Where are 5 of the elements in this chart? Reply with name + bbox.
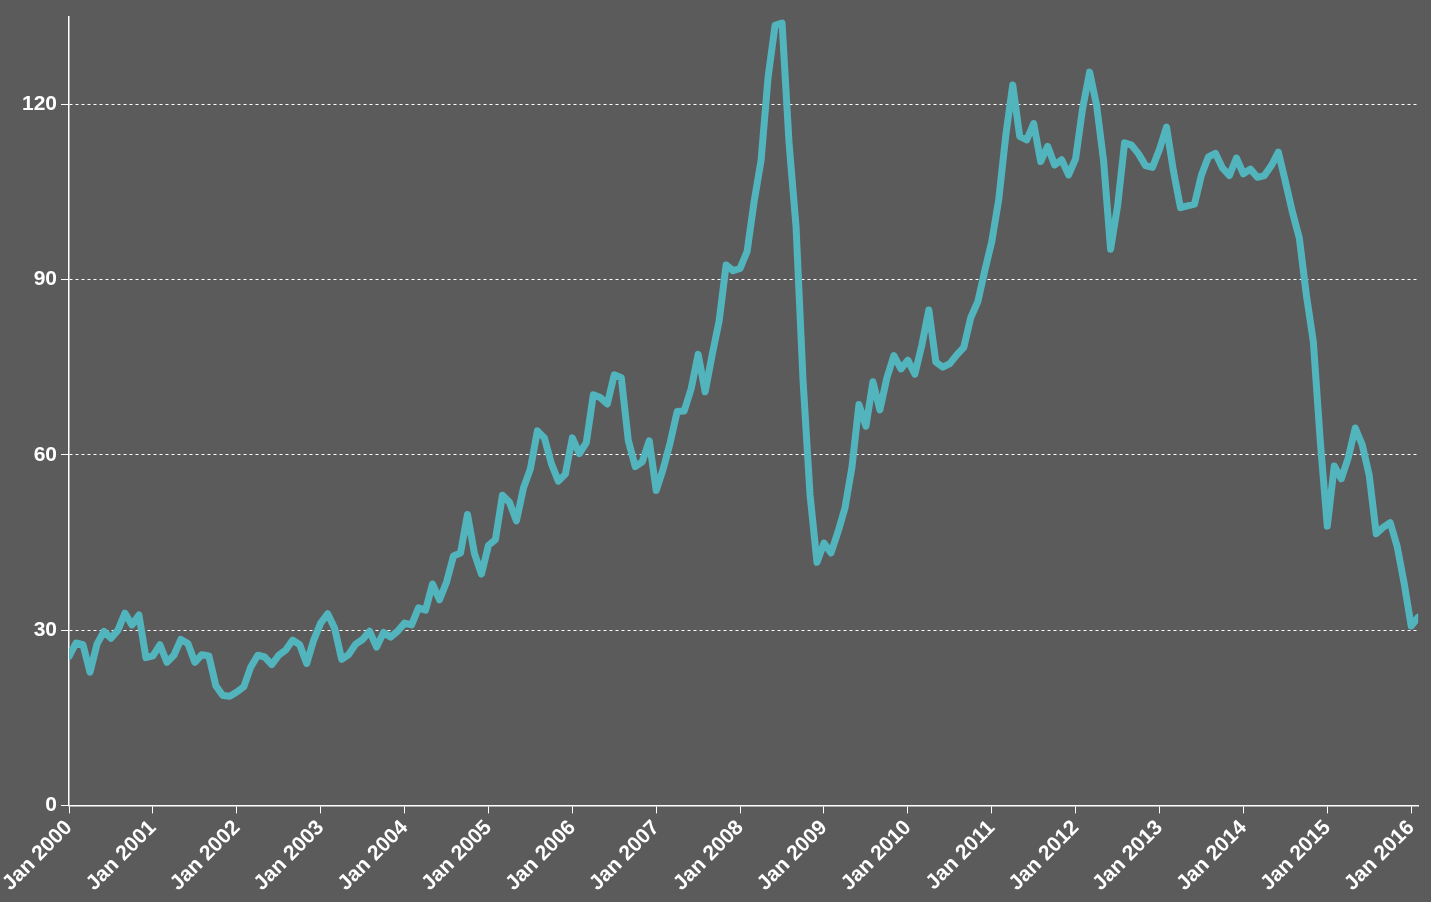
- y-tick-label: 0: [45, 792, 58, 816]
- y-tick-label: 90: [33, 266, 58, 290]
- y-tick-label: 60: [33, 441, 58, 465]
- y-tick-label: 30: [33, 616, 58, 640]
- y-tick-label: 120: [21, 91, 58, 115]
